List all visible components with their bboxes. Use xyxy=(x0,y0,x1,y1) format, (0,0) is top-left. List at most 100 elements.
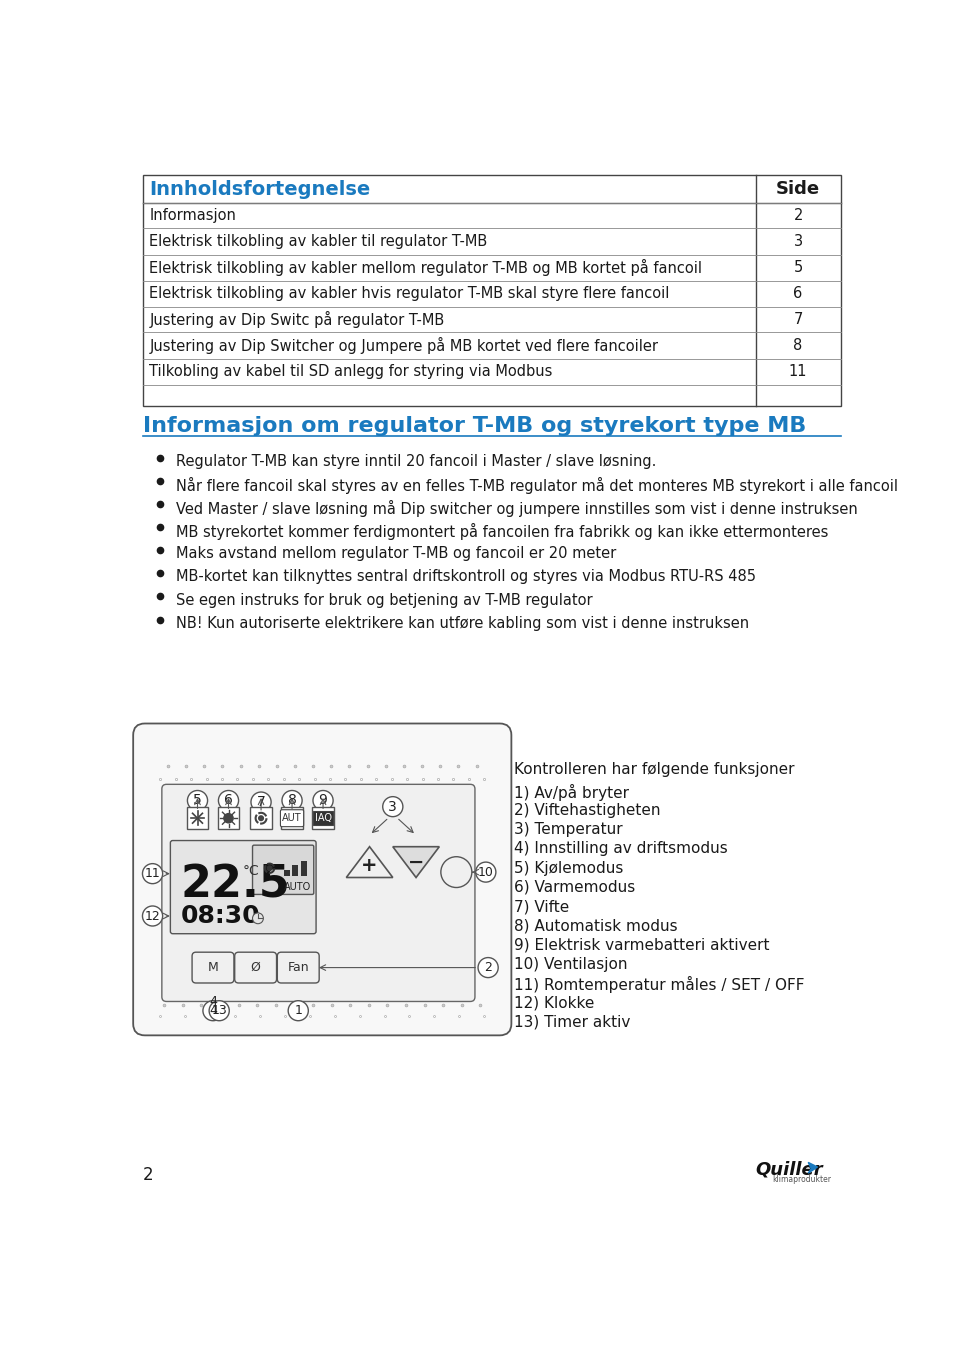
Text: 10) Ventilasjon: 10) Ventilasjon xyxy=(514,956,627,972)
Text: Quiller: Quiller xyxy=(756,1161,823,1178)
Text: 08:30: 08:30 xyxy=(180,904,260,928)
Text: Når flere fancoil skal styres av en felles T-MB regulator må det monteres MB sty: Når flere fancoil skal styres av en fell… xyxy=(176,477,898,494)
Circle shape xyxy=(252,913,263,924)
Circle shape xyxy=(313,791,333,811)
Text: Justering av Dip Switc på regulator T-MB: Justering av Dip Switc på regulator T-MB xyxy=(150,311,444,328)
Text: +: + xyxy=(361,857,378,876)
Circle shape xyxy=(187,791,207,811)
Circle shape xyxy=(288,1001,308,1021)
Text: 9: 9 xyxy=(319,794,327,807)
Text: Tilkobling av kabel til SD anlegg for styring via Modbus: Tilkobling av kabel til SD anlegg for st… xyxy=(150,364,553,379)
Text: 5: 5 xyxy=(794,260,803,276)
Text: 8: 8 xyxy=(794,338,803,352)
Text: 22.5: 22.5 xyxy=(180,863,290,907)
Text: AUTO: AUTO xyxy=(283,882,311,892)
FancyBboxPatch shape xyxy=(234,952,276,983)
Text: 7: 7 xyxy=(793,312,803,327)
Text: 2: 2 xyxy=(793,208,803,223)
Bar xyxy=(186,807,208,829)
Text: 4: 4 xyxy=(209,994,217,1007)
Text: 2) Viftehastigheten: 2) Viftehastigheten xyxy=(514,803,660,818)
Text: Fan: Fan xyxy=(287,962,309,974)
FancyBboxPatch shape xyxy=(252,845,314,894)
Circle shape xyxy=(478,958,498,978)
Text: M: M xyxy=(207,962,218,974)
Text: 5) Kjølemodus: 5) Kjølemodus xyxy=(514,861,623,876)
Bar xyxy=(283,870,290,876)
Text: 4: 4 xyxy=(209,1005,217,1017)
Bar xyxy=(300,861,307,876)
Text: Elektrisk tilkobling av kabler til regulator T-MB: Elektrisk tilkobling av kabler til regul… xyxy=(150,234,488,249)
Text: klimaprodukter: klimaprodukter xyxy=(773,1174,831,1184)
Text: 13) Timer aktiv: 13) Timer aktiv xyxy=(514,1014,630,1029)
Text: 3: 3 xyxy=(389,800,397,814)
Circle shape xyxy=(267,866,272,870)
Text: 10: 10 xyxy=(478,866,493,878)
Polygon shape xyxy=(347,847,393,877)
Text: Informasjon om regulator T-MB og styrekort type MB: Informasjon om regulator T-MB og styreko… xyxy=(143,416,806,436)
Text: Maks avstand mellom regulator T-MB og fancoil er 20 meter: Maks avstand mellom regulator T-MB og fa… xyxy=(176,546,616,561)
FancyBboxPatch shape xyxy=(162,784,475,1002)
Text: Ved Master / slave løsning må Dip switcher og jumpere innstilles som vist i denn: Ved Master / slave løsning må Dip switch… xyxy=(176,500,857,518)
Bar xyxy=(251,807,272,829)
FancyBboxPatch shape xyxy=(192,952,234,983)
Circle shape xyxy=(259,816,263,820)
Text: NB! Kun autoriserte elektrikere kan utføre kabling som vist i denne instruksen: NB! Kun autoriserte elektrikere kan utfø… xyxy=(176,616,749,631)
Text: Innholdsfortegnelse: Innholdsfortegnelse xyxy=(150,180,371,199)
Bar xyxy=(312,807,334,829)
Text: MB-kortet kan tilknyttes sentral driftskontroll og styres via Modbus RTU-RS 485: MB-kortet kan tilknyttes sentral driftsk… xyxy=(176,569,756,585)
Text: 12) Klokke: 12) Klokke xyxy=(514,995,594,1010)
Text: 8) Automatisk modus: 8) Automatisk modus xyxy=(514,919,678,933)
Circle shape xyxy=(476,862,496,882)
Text: 11: 11 xyxy=(145,868,160,880)
Text: 4) Innstilling av driftsmodus: 4) Innstilling av driftsmodus xyxy=(514,842,728,857)
Circle shape xyxy=(203,1001,223,1021)
Text: 2: 2 xyxy=(484,962,492,974)
Text: AUT: AUT xyxy=(282,814,301,823)
Text: 2: 2 xyxy=(143,1166,154,1184)
Text: Regulator T-MB kan styre inntil 20 fancoil i Master / slave løsning.: Regulator T-MB kan styre inntil 20 fanco… xyxy=(176,455,657,469)
Text: 7: 7 xyxy=(256,795,265,810)
Text: 9) Elektrisk varmebatteri aktivert: 9) Elektrisk varmebatteri aktivert xyxy=(514,937,769,952)
Bar xyxy=(281,807,303,829)
Text: °C: °C xyxy=(243,863,259,877)
FancyBboxPatch shape xyxy=(280,810,303,827)
Text: 7) Vifte: 7) Vifte xyxy=(514,898,569,915)
Text: Informasjon: Informasjon xyxy=(150,208,236,223)
Text: 3) Temperatur: 3) Temperatur xyxy=(514,822,622,837)
Text: 6: 6 xyxy=(794,286,803,301)
Circle shape xyxy=(383,796,403,816)
Text: 8: 8 xyxy=(288,794,297,807)
Bar xyxy=(218,807,239,829)
Circle shape xyxy=(142,907,162,925)
Text: 13: 13 xyxy=(211,1005,228,1017)
Text: 12: 12 xyxy=(145,909,160,923)
Text: Ø: Ø xyxy=(251,962,260,974)
FancyBboxPatch shape xyxy=(170,841,316,933)
Circle shape xyxy=(209,1001,229,1021)
Text: Side: Side xyxy=(776,180,820,198)
Text: −: − xyxy=(408,853,424,872)
Text: Elektrisk tilkobling av kabler hvis regulator T-MB skal styre flere fancoil: Elektrisk tilkobling av kabler hvis regu… xyxy=(150,286,670,301)
Polygon shape xyxy=(808,1162,818,1173)
Text: MB styrekortet kommer ferdigmontert på fancoilen fra fabrikk og kan ikke ettermo: MB styrekortet kommer ferdigmontert på f… xyxy=(176,523,828,541)
Circle shape xyxy=(441,857,472,888)
Circle shape xyxy=(224,814,233,823)
FancyBboxPatch shape xyxy=(277,952,319,983)
Text: 6: 6 xyxy=(224,794,233,807)
Text: 1: 1 xyxy=(295,1005,302,1017)
Text: Se egen instruks for bruk og betjening av T-MB regulator: Se egen instruks for bruk og betjening a… xyxy=(176,593,592,608)
Text: 5: 5 xyxy=(193,794,202,807)
Text: 6) Varmemodus: 6) Varmemodus xyxy=(514,880,635,894)
Text: IAQ: IAQ xyxy=(315,814,331,823)
Text: 11) Romtemperatur måles / SET / OFF: 11) Romtemperatur måles / SET / OFF xyxy=(514,976,804,993)
Circle shape xyxy=(282,791,302,811)
Circle shape xyxy=(219,791,239,811)
Bar xyxy=(143,175,841,406)
Text: Elektrisk tilkobling av kabler mellom regulator T-MB og MB kortet på fancoil: Elektrisk tilkobling av kabler mellom re… xyxy=(150,260,703,276)
Circle shape xyxy=(251,792,271,812)
Circle shape xyxy=(142,863,162,884)
Text: Kontrolleren har følgende funksjoner: Kontrolleren har følgende funksjoner xyxy=(514,763,794,777)
Bar xyxy=(313,811,333,824)
Text: Justering av Dip Switcher og Jumpere på MB kortet ved flere fancoiler: Justering av Dip Switcher og Jumpere på … xyxy=(150,336,659,354)
